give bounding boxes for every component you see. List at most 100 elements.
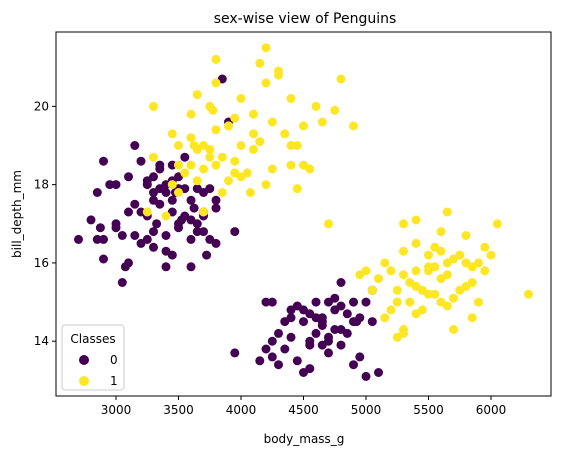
data-point-class-1 — [411, 266, 421, 276]
data-point-class-1 — [336, 74, 346, 84]
x-tick-label: 5500 — [413, 403, 444, 417]
data-point-class-1 — [411, 238, 421, 248]
data-point-class-0 — [274, 360, 283, 370]
data-point-class-1 — [392, 297, 402, 307]
data-point-class-0 — [336, 340, 346, 350]
data-point-class-1 — [411, 215, 421, 225]
data-point-class-1 — [367, 285, 377, 295]
data-point-class-0 — [186, 234, 196, 244]
data-point-class-1 — [192, 144, 202, 154]
data-point-class-0 — [330, 293, 340, 303]
data-point-class-0 — [180, 152, 190, 162]
data-point-class-0 — [189, 203, 199, 213]
data-point-class-1 — [449, 293, 458, 303]
data-point-class-0 — [155, 160, 165, 170]
data-point-class-1 — [386, 305, 396, 315]
data-point-class-0 — [230, 348, 240, 358]
data-point-class-1 — [205, 152, 215, 162]
data-point-class-1 — [292, 184, 302, 194]
data-point-class-1 — [424, 250, 433, 260]
data-point-class-1 — [380, 313, 390, 323]
y-tick-label: 18 — [34, 178, 49, 192]
legend-marker-class-1 — [79, 376, 89, 386]
data-point-class-0 — [192, 227, 202, 237]
data-point-class-0 — [136, 156, 146, 166]
data-point-class-0 — [261, 344, 271, 354]
data-point-class-0 — [186, 195, 196, 205]
data-point-class-0 — [130, 141, 140, 150]
data-point-class-0 — [149, 242, 158, 252]
legend: Classes 0 1 — [61, 324, 125, 391]
data-point-class-0 — [305, 364, 315, 374]
data-point-class-1 — [461, 281, 471, 291]
data-point-class-0 — [361, 371, 371, 381]
data-point-class-1 — [208, 105, 218, 115]
data-point-class-1 — [230, 113, 240, 123]
data-point-class-1 — [211, 160, 221, 170]
data-point-class-1 — [180, 168, 190, 178]
data-point-class-0 — [305, 309, 315, 319]
data-point-class-0 — [99, 156, 108, 166]
data-point-class-0 — [299, 317, 308, 327]
data-point-class-1 — [399, 219, 408, 229]
data-point-class-1 — [411, 309, 421, 319]
data-point-class-0 — [336, 278, 346, 287]
data-point-class-1 — [467, 313, 477, 323]
data-point-class-1 — [199, 207, 208, 217]
data-point-class-1 — [461, 231, 471, 240]
data-point-class-1 — [242, 168, 252, 178]
data-point-class-1 — [374, 274, 383, 284]
data-point-class-0 — [286, 313, 296, 323]
data-point-class-1 — [245, 188, 255, 197]
data-point-class-0 — [117, 231, 127, 240]
data-point-class-1 — [261, 43, 271, 53]
data-point-class-1 — [399, 246, 408, 256]
data-point-class-0 — [211, 203, 221, 213]
data-point-class-1 — [230, 156, 240, 166]
data-point-class-1 — [292, 141, 302, 150]
data-point-class-1 — [267, 164, 277, 174]
data-point-class-0 — [255, 356, 265, 366]
y-axis: 14 16 18 20 — [34, 99, 56, 348]
data-point-class-1 — [249, 144, 258, 154]
data-point-class-0 — [211, 195, 221, 205]
data-point-class-0 — [192, 219, 202, 229]
data-point-class-1 — [311, 101, 321, 111]
data-point-class-0 — [286, 332, 296, 342]
data-point-class-0 — [111, 180, 121, 190]
data-point-class-1 — [149, 152, 158, 162]
data-point-class-1 — [186, 133, 196, 143]
data-point-class-1 — [217, 152, 227, 162]
data-point-class-1 — [355, 270, 365, 280]
x-tick-label: 3000 — [101, 403, 132, 417]
data-point-class-0 — [267, 352, 277, 362]
data-point-class-0 — [311, 328, 321, 338]
data-point-class-1 — [255, 58, 265, 68]
data-point-class-0 — [149, 227, 158, 237]
data-point-class-1 — [261, 78, 271, 88]
data-point-class-0 — [324, 348, 333, 358]
data-point-class-1 — [349, 121, 358, 131]
data-point-class-1 — [480, 266, 490, 276]
data-point-class-1 — [230, 168, 240, 178]
data-point-class-1 — [324, 219, 333, 229]
data-point-class-0 — [161, 231, 171, 240]
data-point-class-1 — [386, 266, 396, 276]
data-point-class-1 — [474, 297, 483, 307]
data-point-class-0 — [205, 184, 215, 194]
data-point-class-0 — [86, 215, 96, 225]
data-point-class-0 — [124, 172, 133, 182]
data-point-class-1 — [330, 105, 340, 115]
data-point-class-0 — [317, 340, 327, 350]
y-tick-label: 14 — [34, 334, 49, 348]
data-point-class-1 — [174, 141, 183, 150]
data-point-class-1 — [299, 121, 308, 131]
points-layer — [74, 43, 533, 381]
data-point-class-1 — [174, 160, 183, 170]
data-point-class-1 — [399, 270, 408, 280]
data-point-class-1 — [305, 164, 315, 174]
data-point-class-0 — [342, 309, 352, 319]
data-point-class-0 — [349, 317, 358, 327]
data-point-class-0 — [149, 172, 158, 182]
data-point-class-1 — [436, 227, 446, 237]
